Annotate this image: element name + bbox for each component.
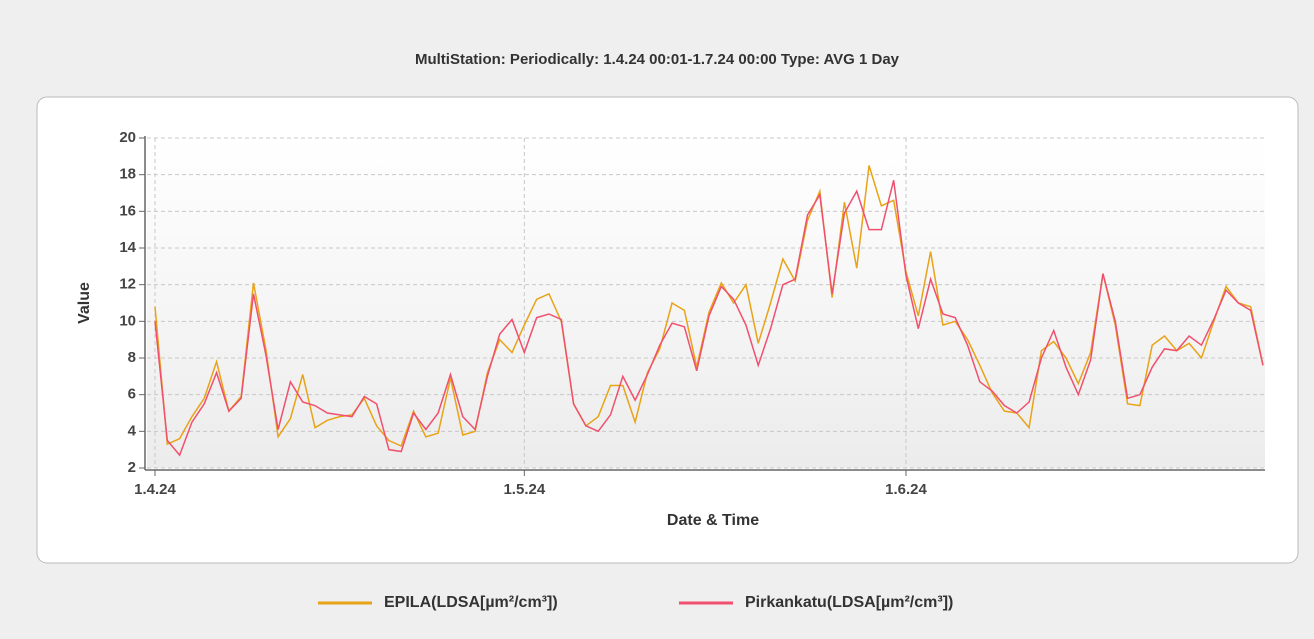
y-tick-label: 14 [119, 239, 136, 256]
y-tick-label: 18 [119, 166, 136, 183]
x-tick-label: 1.5.24 [503, 481, 545, 498]
y-tick-label: 10 [119, 312, 136, 329]
data-line [154, 179, 1264, 457]
x-tick-label: 1.4.24 [134, 481, 176, 498]
y-tick-label: 4 [128, 422, 137, 439]
y-tick-label: 2 [128, 459, 136, 476]
y-tick-label: 20 [119, 129, 136, 146]
x-tick-label: 1.6.24 [885, 481, 927, 498]
legend-label: EPILA(LDSA[µm²/cm³]) [384, 594, 558, 611]
legend-label: Pirkankatu(LDSA[µm²/cm³]) [745, 594, 953, 611]
y-tick-label: 12 [119, 276, 136, 293]
plot-area [147, 138, 1265, 468]
y-axis-label: Value [76, 282, 93, 324]
chart-title: MultiStation: Periodically: 1.4.24 00:01… [415, 51, 900, 68]
x-axis-label: Date & Time [667, 512, 759, 529]
y-tick-label: 8 [128, 349, 136, 366]
data-line [154, 165, 1264, 448]
y-tick-label: 16 [119, 202, 136, 219]
y-tick-label: 6 [128, 386, 136, 403]
